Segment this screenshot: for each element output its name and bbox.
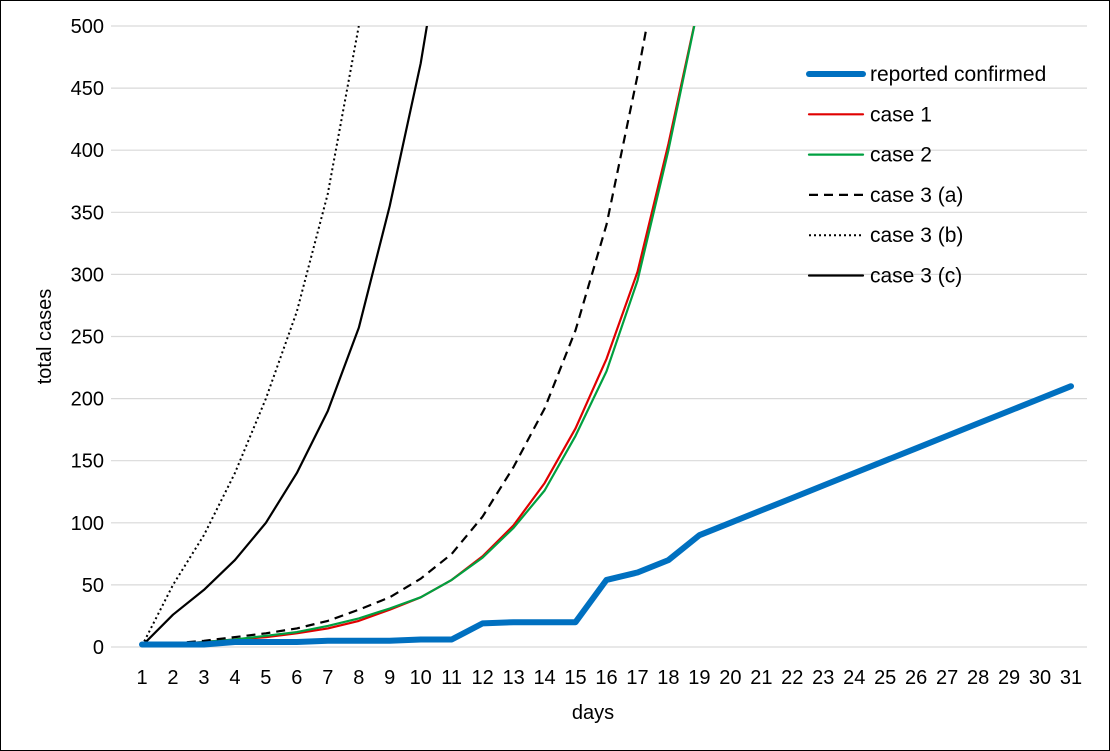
- x-tick-label: 21: [750, 667, 772, 689]
- y-tick-label: 450: [71, 78, 104, 100]
- y-axis-ticks: 0 50 100 150 200 250 300 350 400 450 500: [71, 16, 104, 659]
- x-tick-label: 18: [657, 667, 679, 689]
- y-tick-label: 200: [71, 389, 104, 411]
- series-line-case-1: [140, 26, 696, 647]
- y-tick-label: 300: [71, 264, 104, 286]
- x-tick-label: 9: [384, 667, 395, 689]
- x-tick-label: 11: [441, 667, 462, 689]
- legend-label: case 3 (a): [870, 184, 963, 207]
- x-tick-label: 31: [1060, 667, 1082, 689]
- legend-label: case 3 (b): [870, 224, 963, 247]
- x-tick-label: 2: [167, 667, 178, 689]
- x-tick-label: 30: [1029, 667, 1051, 689]
- x-tick-label: 15: [564, 667, 586, 689]
- y-tick-label: 500: [71, 16, 104, 38]
- y-tick-label: 50: [82, 575, 104, 597]
- series-line-case-3-c: [140, 26, 428, 647]
- series-lines: [139, 26, 1074, 648]
- x-tick-label: 23: [812, 667, 834, 689]
- x-tick-label: 17: [626, 667, 648, 689]
- series-line-case-3-b: [141, 26, 360, 647]
- legend-label: case 2: [870, 144, 932, 167]
- x-tick-label: 28: [967, 667, 989, 689]
- x-tick-label: 26: [905, 667, 927, 689]
- y-tick-label: 100: [71, 513, 104, 535]
- x-tick-label: 14: [533, 667, 555, 689]
- x-tick-label: 10: [410, 667, 432, 689]
- x-tick-label: 20: [719, 667, 741, 689]
- series-line-case-2: [140, 26, 696, 647]
- legend-label: case 1: [870, 103, 932, 126]
- x-tick-label: 25: [874, 667, 896, 689]
- y-tick-label: 350: [71, 202, 104, 224]
- x-tick-label: 19: [688, 667, 710, 689]
- gridlines: [111, 25, 1087, 586]
- x-tick-label: 13: [502, 667, 524, 689]
- x-tick-label: 6: [291, 667, 302, 689]
- x-tick-label: 5: [260, 667, 271, 689]
- y-axis-title: total cases: [34, 289, 56, 385]
- x-tick-label: 22: [781, 667, 803, 689]
- x-axis-ticks: 1 2 3 4 5 6 7 8 9 10 11 12 13 14 15 16 17 18 19 20 21 22 23 24 2…: [136, 667, 1082, 689]
- legend: reported confirmed case 1 case 2 case 3 (a)…: [806, 63, 1046, 288]
- y-tick-label: 400: [71, 140, 104, 162]
- y-tick-label: 150: [71, 451, 104, 473]
- x-tick-label: 4: [229, 667, 240, 689]
- x-tick-label: 24: [843, 667, 865, 689]
- x-tick-label: 3: [198, 667, 209, 689]
- x-tick-label: 29: [998, 667, 1020, 689]
- x-tick-label: 8: [353, 667, 364, 689]
- x-tick-label: 12: [472, 667, 494, 689]
- x-tick-label: 27: [936, 667, 958, 689]
- legend-label: case 3 (c): [870, 265, 962, 288]
- y-tick-label: 0: [93, 637, 104, 659]
- series-line-reported-confirmed: [139, 383, 1074, 648]
- x-tick-label: 1: [136, 667, 147, 689]
- legend-label: reported confirmed: [870, 63, 1046, 86]
- y-tick-label: 250: [71, 327, 104, 349]
- series-line-case-3-a: [141, 26, 648, 647]
- x-tick-label: 7: [322, 667, 333, 689]
- x-tick-label: 16: [595, 667, 617, 689]
- x-axis-title: days: [572, 702, 614, 724]
